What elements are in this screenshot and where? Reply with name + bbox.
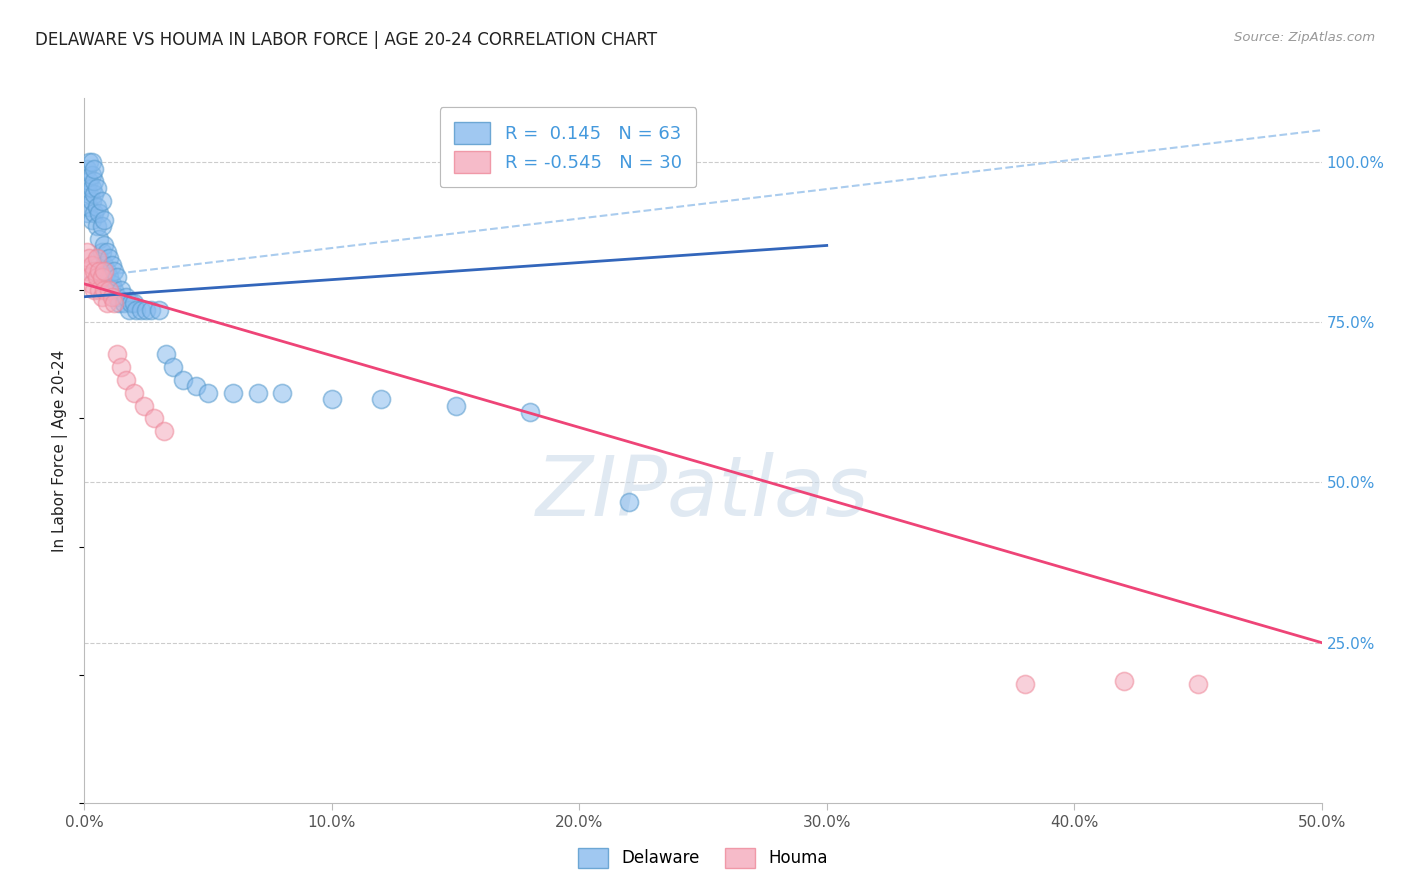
Point <box>83 187 105 202</box>
Point <box>162 360 184 375</box>
Point <box>141 302 163 317</box>
Point <box>110 360 132 375</box>
Point <box>93 238 115 252</box>
Point <box>79 174 101 188</box>
Point <box>444 399 467 413</box>
Point <box>80 181 103 195</box>
Point <box>152 424 174 438</box>
Point <box>271 385 294 400</box>
Text: ZIPatlas: ZIPatlas <box>536 452 870 533</box>
Point <box>80 194 103 208</box>
Point <box>86 181 108 195</box>
Point <box>93 264 115 278</box>
Point <box>86 270 108 285</box>
Point <box>80 212 103 227</box>
Point <box>79 200 101 214</box>
Point <box>155 347 177 361</box>
Point <box>112 296 135 310</box>
Point <box>135 302 157 317</box>
Point <box>103 264 125 278</box>
Point <box>148 302 170 317</box>
Point <box>172 373 194 387</box>
Point <box>197 385 219 400</box>
Point <box>86 252 108 266</box>
Legend: Delaware, Houma: Delaware, Houma <box>572 841 834 875</box>
Text: DELAWARE VS HOUMA IN LABOR FORCE | AGE 20-24 CORRELATION CHART: DELAWARE VS HOUMA IN LABOR FORCE | AGE 2… <box>35 31 657 49</box>
Point <box>90 290 112 304</box>
Point <box>83 206 105 220</box>
Point <box>105 270 128 285</box>
Point <box>96 264 118 278</box>
Point <box>90 219 112 234</box>
Point <box>1187 677 1209 691</box>
Point <box>76 181 98 195</box>
Point <box>98 283 121 297</box>
Point <box>129 302 152 317</box>
Point <box>98 252 121 266</box>
Point <box>90 270 112 285</box>
Point <box>100 258 122 272</box>
Point <box>93 212 115 227</box>
Point <box>115 373 138 387</box>
Text: Source: ZipAtlas.com: Source: ZipAtlas.com <box>1234 31 1375 45</box>
Point <box>120 296 142 310</box>
Point <box>115 290 138 304</box>
Point <box>617 494 640 508</box>
Point <box>370 392 392 407</box>
Point <box>103 283 125 297</box>
Point <box>108 296 131 310</box>
Point <box>321 392 343 407</box>
Point <box>80 168 103 182</box>
Point <box>83 174 105 188</box>
Point <box>89 252 111 266</box>
Point <box>122 296 145 310</box>
Point <box>103 296 125 310</box>
Point <box>89 206 111 220</box>
Point <box>83 283 105 297</box>
Point <box>132 399 155 413</box>
Point <box>246 385 269 400</box>
Point <box>76 206 98 220</box>
Legend: R =  0.145   N = 63, R = -0.545   N = 30: R = 0.145 N = 63, R = -0.545 N = 30 <box>440 107 696 187</box>
Point <box>93 283 115 297</box>
Point <box>93 258 115 272</box>
Point <box>105 290 128 304</box>
Y-axis label: In Labor Force | Age 20-24: In Labor Force | Age 20-24 <box>52 350 69 551</box>
Point <box>79 187 101 202</box>
Point <box>86 219 108 234</box>
Point <box>79 155 101 169</box>
Point <box>83 264 105 278</box>
Point <box>90 244 112 259</box>
Point <box>89 264 111 278</box>
Point <box>80 277 103 291</box>
Point <box>89 283 111 297</box>
Point <box>1014 677 1036 691</box>
Point <box>118 302 141 317</box>
Point <box>76 244 98 259</box>
Point <box>83 161 105 176</box>
Point <box>222 385 245 400</box>
Point <box>122 385 145 400</box>
Point <box>80 155 103 169</box>
Point <box>79 252 101 266</box>
Point <box>96 244 118 259</box>
Point <box>125 302 148 317</box>
Point <box>76 161 98 176</box>
Point <box>184 379 207 393</box>
Point <box>519 405 541 419</box>
Point <box>110 283 132 297</box>
Point <box>90 194 112 208</box>
Point <box>80 258 103 272</box>
Point <box>1112 674 1135 689</box>
Point <box>142 411 165 425</box>
Point <box>76 264 98 278</box>
Point <box>79 270 101 285</box>
Point <box>100 290 122 304</box>
Point <box>86 200 108 214</box>
Point <box>105 347 128 361</box>
Point <box>96 296 118 310</box>
Point <box>89 232 111 246</box>
Point <box>98 270 121 285</box>
Point <box>100 277 122 291</box>
